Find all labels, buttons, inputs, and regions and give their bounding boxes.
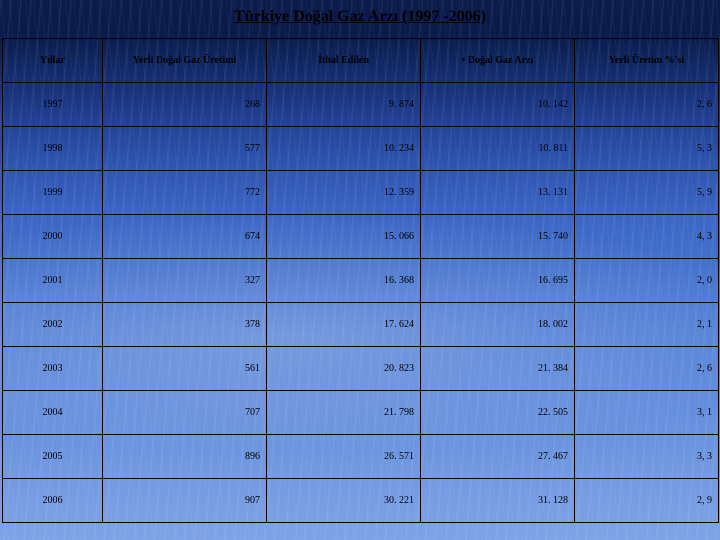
table-row: 1997 268 9. 874 10. 142 2, 6 bbox=[3, 83, 719, 127]
cell-domestic: 707 bbox=[103, 391, 267, 435]
cell-year: 2006 bbox=[3, 479, 103, 523]
table-row: 1999 772 12. 359 13. 131 5, 9 bbox=[3, 171, 719, 215]
cell-imported: 17. 624 bbox=[267, 303, 421, 347]
cell-share: 3, 1 bbox=[575, 391, 719, 435]
table-row: 2003 561 20. 823 21. 384 2, 6 bbox=[3, 347, 719, 391]
cell-supply: 22. 505 bbox=[421, 391, 575, 435]
cell-imported: 30. 221 bbox=[267, 479, 421, 523]
cell-year: 2002 bbox=[3, 303, 103, 347]
gas-supply-table: Yıllar Yerli Doğal Gaz Üretimi İthal Edi… bbox=[2, 38, 719, 523]
cell-supply: 18. 002 bbox=[421, 303, 575, 347]
table-row: 2006 907 30. 221 31. 128 2, 9 bbox=[3, 479, 719, 523]
cell-year: 2003 bbox=[3, 347, 103, 391]
cell-year: 2000 bbox=[3, 215, 103, 259]
cell-year: 1998 bbox=[3, 127, 103, 171]
table-row: 2001 327 16. 368 16. 695 2, 0 bbox=[3, 259, 719, 303]
cell-domestic: 907 bbox=[103, 479, 267, 523]
cell-supply: 16. 695 bbox=[421, 259, 575, 303]
cell-imported: 10. 234 bbox=[267, 127, 421, 171]
table-row: 2000 674 15. 066 15. 740 4, 3 bbox=[3, 215, 719, 259]
cell-domestic: 378 bbox=[103, 303, 267, 347]
cell-supply: 21. 384 bbox=[421, 347, 575, 391]
table-header-row: Yıllar Yerli Doğal Gaz Üretimi İthal Edi… bbox=[3, 39, 719, 83]
cell-imported: 16. 368 bbox=[267, 259, 421, 303]
cell-share: 2, 0 bbox=[575, 259, 719, 303]
slide-title: Türkiye Doğal Gaz Arzı (1997 -2006) bbox=[0, 8, 720, 26]
cell-share: 4, 3 bbox=[575, 215, 719, 259]
cell-supply: 10. 142 bbox=[421, 83, 575, 127]
table-body: 1997 268 9. 874 10. 142 2, 6 1998 577 10… bbox=[3, 83, 719, 523]
col-imported: İthal Edilen bbox=[267, 39, 421, 83]
cell-year: 2005 bbox=[3, 435, 103, 479]
cell-share: 3, 3 bbox=[575, 435, 719, 479]
cell-supply: 10. 811 bbox=[421, 127, 575, 171]
cell-domestic: 772 bbox=[103, 171, 267, 215]
table-row: 1998 577 10. 234 10. 811 5, 3 bbox=[3, 127, 719, 171]
cell-share: 5, 3 bbox=[575, 127, 719, 171]
cell-share: 5, 9 bbox=[575, 171, 719, 215]
cell-imported: 15. 066 bbox=[267, 215, 421, 259]
cell-imported: 21. 798 bbox=[267, 391, 421, 435]
cell-imported: 9. 874 bbox=[267, 83, 421, 127]
cell-supply: 31. 128 bbox=[421, 479, 575, 523]
col-domestic: Yerli Doğal Gaz Üretimi bbox=[103, 39, 267, 83]
cell-imported: 20. 823 bbox=[267, 347, 421, 391]
cell-share: 2, 6 bbox=[575, 83, 719, 127]
cell-domestic: 896 bbox=[103, 435, 267, 479]
slide: Türkiye Doğal Gaz Arzı (1997 -2006) Yıll… bbox=[0, 0, 720, 540]
cell-share: 2, 6 bbox=[575, 347, 719, 391]
cell-year: 1997 bbox=[3, 83, 103, 127]
table-row: 2004 707 21. 798 22. 505 3, 1 bbox=[3, 391, 719, 435]
cell-domestic: 674 bbox=[103, 215, 267, 259]
col-supply: • Doğal Gaz Arzı bbox=[421, 39, 575, 83]
cell-domestic: 268 bbox=[103, 83, 267, 127]
col-share: Yerli Üretim %'si bbox=[575, 39, 719, 83]
cell-supply: 13. 131 bbox=[421, 171, 575, 215]
cell-domestic: 561 bbox=[103, 347, 267, 391]
cell-supply: 27. 467 bbox=[421, 435, 575, 479]
table-row: 2005 896 26. 571 27. 467 3, 3 bbox=[3, 435, 719, 479]
table-row: 2002 378 17. 624 18. 002 2, 1 bbox=[3, 303, 719, 347]
cell-year: 2004 bbox=[3, 391, 103, 435]
cell-year: 2001 bbox=[3, 259, 103, 303]
cell-share: 2, 1 bbox=[575, 303, 719, 347]
cell-supply: 15. 740 bbox=[421, 215, 575, 259]
cell-year: 1999 bbox=[3, 171, 103, 215]
cell-domestic: 577 bbox=[103, 127, 267, 171]
cell-imported: 26. 571 bbox=[267, 435, 421, 479]
cell-share: 2, 9 bbox=[575, 479, 719, 523]
col-years: Yıllar bbox=[3, 39, 103, 83]
cell-domestic: 327 bbox=[103, 259, 267, 303]
cell-imported: 12. 359 bbox=[267, 171, 421, 215]
